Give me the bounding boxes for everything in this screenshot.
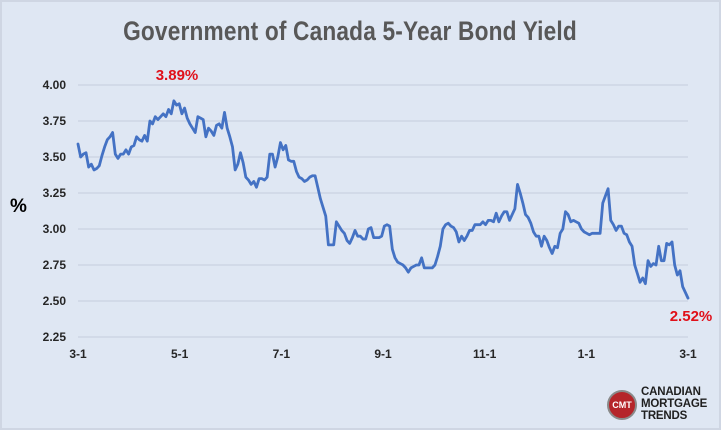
y-axis-label: % [10, 196, 27, 217]
x-tick-label: 3-1 [69, 347, 87, 361]
y-tick-label: 2.25 [43, 330, 67, 344]
y-tick-label: 3.50 [43, 150, 67, 164]
x-tick-label: 7-1 [273, 347, 291, 361]
brand-logo: CMT CANADIAN MORTGAGE TRENDS [607, 386, 717, 424]
y-tick-label: 3.25 [43, 186, 67, 200]
x-tick-label: 3-1 [679, 347, 697, 361]
x-tick-label: 1-1 [578, 347, 596, 361]
x-tick-label: 5-1 [171, 347, 189, 361]
y-tick-label: 2.50 [43, 294, 67, 308]
x-tick-label: 9-1 [374, 347, 392, 361]
latest-yield-label: 2.52% [670, 308, 713, 325]
y-tick-label: 3.75 [43, 114, 67, 128]
chart-title: Government of Canada 5-Year Bond Yield [123, 16, 577, 46]
logo-wordmark: CANADIAN MORTGAGE TRENDS [641, 386, 708, 422]
y-tick-label: 4.00 [43, 78, 67, 92]
y-tick-label: 2.75 [43, 258, 67, 272]
y-tick-label: 3.00 [43, 222, 67, 236]
x-tick-label: 11-1 [473, 347, 497, 361]
max-yield-label: 3.89% [156, 67, 199, 84]
bond-yield-line [76, 99, 690, 300]
logo-badge-icon: CMT [607, 390, 637, 420]
